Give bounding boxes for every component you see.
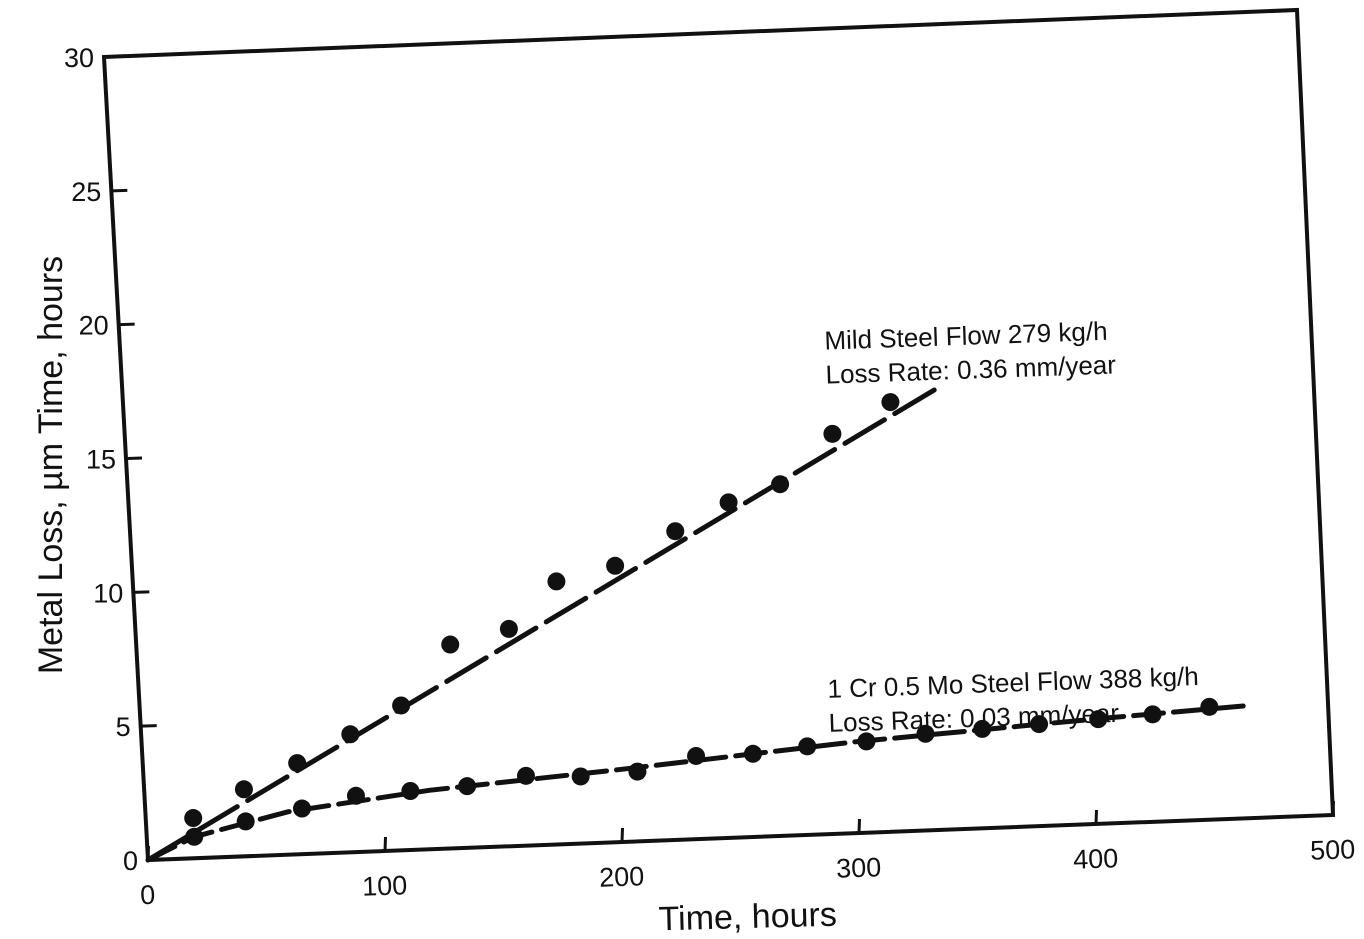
y-tick-label: 20 [79, 311, 109, 341]
data-point [743, 744, 762, 763]
annotation-cr-mo-steel-line1: 1 Cr 0.5 Mo Steel Flow 388 kg/h [827, 661, 1199, 704]
annotation-mild-steel-line1: Mild Steel Flow 279 kg/h [824, 316, 1108, 356]
x-tick-mark [857, 818, 861, 834]
data-point [571, 767, 590, 786]
data-point [666, 522, 685, 541]
y-tick-label: 10 [93, 578, 123, 608]
data-point [1200, 697, 1219, 716]
x-tick-mark [1331, 800, 1335, 816]
data-point [341, 725, 360, 744]
data-point [346, 786, 365, 805]
data-point [401, 782, 420, 801]
y-tick-mark [125, 456, 143, 460]
data-point [1143, 705, 1162, 724]
x-tick-label: 400 [1073, 843, 1119, 875]
data-point [687, 746, 706, 765]
x-tick-label: 500 [1310, 834, 1356, 866]
x-tick-mark [1094, 809, 1098, 825]
data-point [441, 635, 460, 654]
series-fit-line [145, 381, 947, 863]
data-point [606, 556, 625, 575]
annotation-cr-mo-steel: 1 Cr 0.5 Mo Steel Flow 388 kg/h Loss Rat… [827, 661, 1199, 738]
data-point [771, 475, 790, 494]
data-point [881, 393, 900, 412]
data-point [973, 719, 992, 738]
data-point [547, 572, 566, 591]
annotation-cr-mo-steel-line2: Loss Rate: 0.03 mm/year [828, 698, 1120, 738]
y-tick-mark [111, 188, 128, 193]
fit-lines [145, 381, 1255, 863]
x-tick-label: 100 [362, 870, 408, 902]
y-tick-label: 0 [123, 846, 138, 876]
y-tick-label: 30 [64, 43, 94, 73]
data-point [458, 777, 477, 796]
data-point [236, 812, 255, 831]
x-tick-mark [620, 827, 624, 843]
data-point [185, 827, 204, 846]
y-tick-label: 25 [71, 177, 101, 207]
data-point [288, 754, 307, 773]
y-tick-mark [133, 590, 150, 594]
data-point [1089, 710, 1108, 729]
data-point [1030, 715, 1049, 734]
data-point [857, 732, 876, 751]
data-point [184, 809, 203, 828]
y-tick-label: 5 [116, 712, 131, 742]
data-point [499, 619, 518, 638]
x-tick-label: 0 [140, 880, 156, 911]
data-point [234, 780, 253, 799]
x-tick-mark [383, 836, 387, 852]
tick-marks [103, 55, 1335, 862]
data-point [823, 424, 842, 443]
data-point [292, 799, 311, 818]
y-tick-mark [103, 55, 121, 59]
x-axis-title: Time, hours [658, 896, 837, 939]
x-tick-label: 200 [599, 861, 645, 893]
data-points [184, 393, 1219, 846]
y-tick-mark [140, 724, 157, 728]
y-axis-title: Metal Loss, µm Time, hours [32, 256, 70, 674]
x-tick-label: 300 [836, 852, 882, 884]
y-tick-label: 15 [86, 445, 116, 475]
data-point [719, 493, 738, 512]
tick-labels: 0 100 200 300 400 500 0 5 10 15 20 25 30 [64, 43, 1356, 910]
annotation-mild-steel: Mild Steel Flow 279 kg/h Loss Rate: 0.36… [824, 316, 1117, 390]
data-point [628, 762, 647, 781]
y-tick-mark [118, 322, 135, 327]
data-point [798, 737, 817, 756]
data-point [916, 724, 935, 743]
annotation-mild-steel-line2: Loss Rate: 0.36 mm/year [825, 349, 1117, 389]
data-point [516, 766, 535, 785]
plot-frame [101, 7, 1336, 863]
data-point [392, 696, 411, 715]
